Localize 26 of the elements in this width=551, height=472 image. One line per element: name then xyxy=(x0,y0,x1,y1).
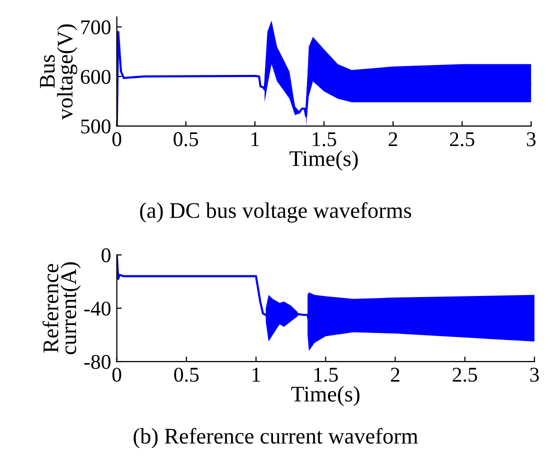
x-tick-label: 1 xyxy=(252,132,259,146)
x-tick-label: 2.5 xyxy=(452,368,478,382)
x-axis-title: Time(s) xyxy=(290,150,358,171)
x-tick-label: 1.5 xyxy=(312,132,336,146)
y-tick-label: -40 xyxy=(84,302,110,316)
text: (a) DC bus voltage waveforms xyxy=(140,202,412,223)
y-tick-label: 600 xyxy=(80,70,110,84)
x-tick-label: 3 xyxy=(526,132,536,146)
x-axis-title: Time(s) xyxy=(291,386,360,406)
x-tick-label: 2 xyxy=(388,132,398,146)
x-tick-label: 1 xyxy=(252,368,260,382)
x-tick-label: 0 xyxy=(112,368,122,382)
x-tick-label: 2.5 xyxy=(450,132,474,146)
y-tick-label: 500 xyxy=(81,119,110,134)
x-tick-label: 0.5 xyxy=(174,368,199,382)
y-tick-label: 700 xyxy=(81,20,110,34)
x-tick-label: 1.5 xyxy=(314,368,338,382)
y-tick-label: -80 xyxy=(84,354,110,369)
x-tick-label: 0 xyxy=(112,132,122,146)
y-tick-label: 0 xyxy=(102,248,110,262)
y-axis-title: Bus voltage(V) xyxy=(40,24,78,120)
y-axis-title: Reference current(A) xyxy=(42,262,81,354)
x-tick-label: 0.5 xyxy=(174,132,198,146)
x-tick-label: 3 xyxy=(530,368,539,382)
text: (b) Reference current waveform xyxy=(134,428,418,448)
x-tick-label: 2 xyxy=(390,368,400,382)
